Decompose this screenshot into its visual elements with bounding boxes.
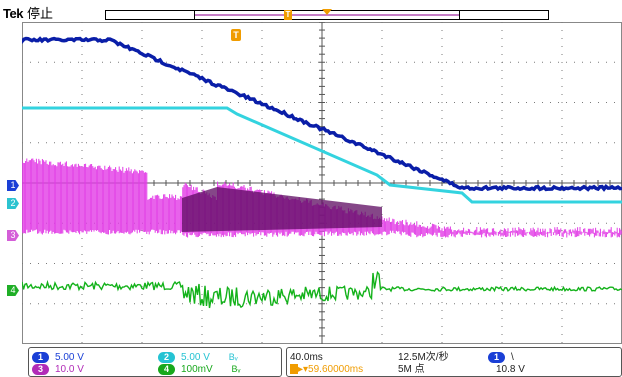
ch3-chip: 3 [32, 364, 49, 375]
acquisition-status: 停止 [27, 6, 53, 21]
ch3-envelope [182, 187, 382, 232]
ch2-readout[interactable]: 2 5.00 V Bᵥ [158, 352, 238, 363]
trigger-pos-icon [290, 364, 298, 374]
trigger-readout[interactable]: 1 \ [488, 352, 514, 363]
ch2-chip: 2 [158, 352, 175, 363]
ch3-scale: 10.0 V [55, 364, 84, 375]
ch4-chip: 4 [158, 364, 175, 375]
waveform-display[interactable] [22, 22, 622, 344]
brand-status: Tek 停止 [3, 3, 53, 22]
ch1-scale: 5.00 V [55, 352, 84, 363]
ch4-scale: 100mV [181, 364, 213, 375]
trigger-position-value: 59.60000ms [308, 364, 363, 375]
screen-center-marker [322, 9, 332, 15]
trigger-slope-icon: \ [511, 352, 514, 363]
ch1-ground-marker[interactable]: 1 [7, 180, 19, 191]
brand-logo: Tek [3, 6, 23, 21]
record-trigger-marker: T [284, 10, 292, 20]
ch1-chip: 1 [32, 352, 49, 363]
ch1-readout[interactable]: 1 5.00 V [32, 352, 84, 363]
sample-rate: 12.5M次/秒 [398, 352, 449, 363]
trigger-position-readout[interactable]: ▸▾59.60000ms [290, 364, 363, 375]
ch2-ground-marker[interactable]: 2 [7, 198, 19, 209]
trigger-level: 10.8 V [496, 364, 525, 375]
timebase-scale[interactable]: 40.0ms [290, 352, 323, 363]
trigger-source-chip: 1 [488, 352, 505, 363]
readout-panel: 1 5.00 V 3 10.0 V 2 5.00 V Bᵥ 4 100mV Bᵥ 40.… [22, 346, 622, 376]
ch4-ground-marker[interactable]: 4 [7, 285, 19, 296]
ch3-ground-marker[interactable]: 3 [7, 230, 19, 241]
ch3-readout[interactable]: 3 10.0 V [32, 364, 84, 375]
ch4-bw-limit-icon: Bᵥ [231, 364, 240, 374]
record-length: 5M 点 [398, 364, 425, 375]
reference-marker: T [231, 29, 241, 41]
ch2-scale: 5.00 V [181, 352, 210, 363]
ch2-bw-limit-icon: Bᵥ [229, 352, 238, 362]
ch4-readout[interactable]: 4 100mV Bᵥ [158, 364, 240, 375]
